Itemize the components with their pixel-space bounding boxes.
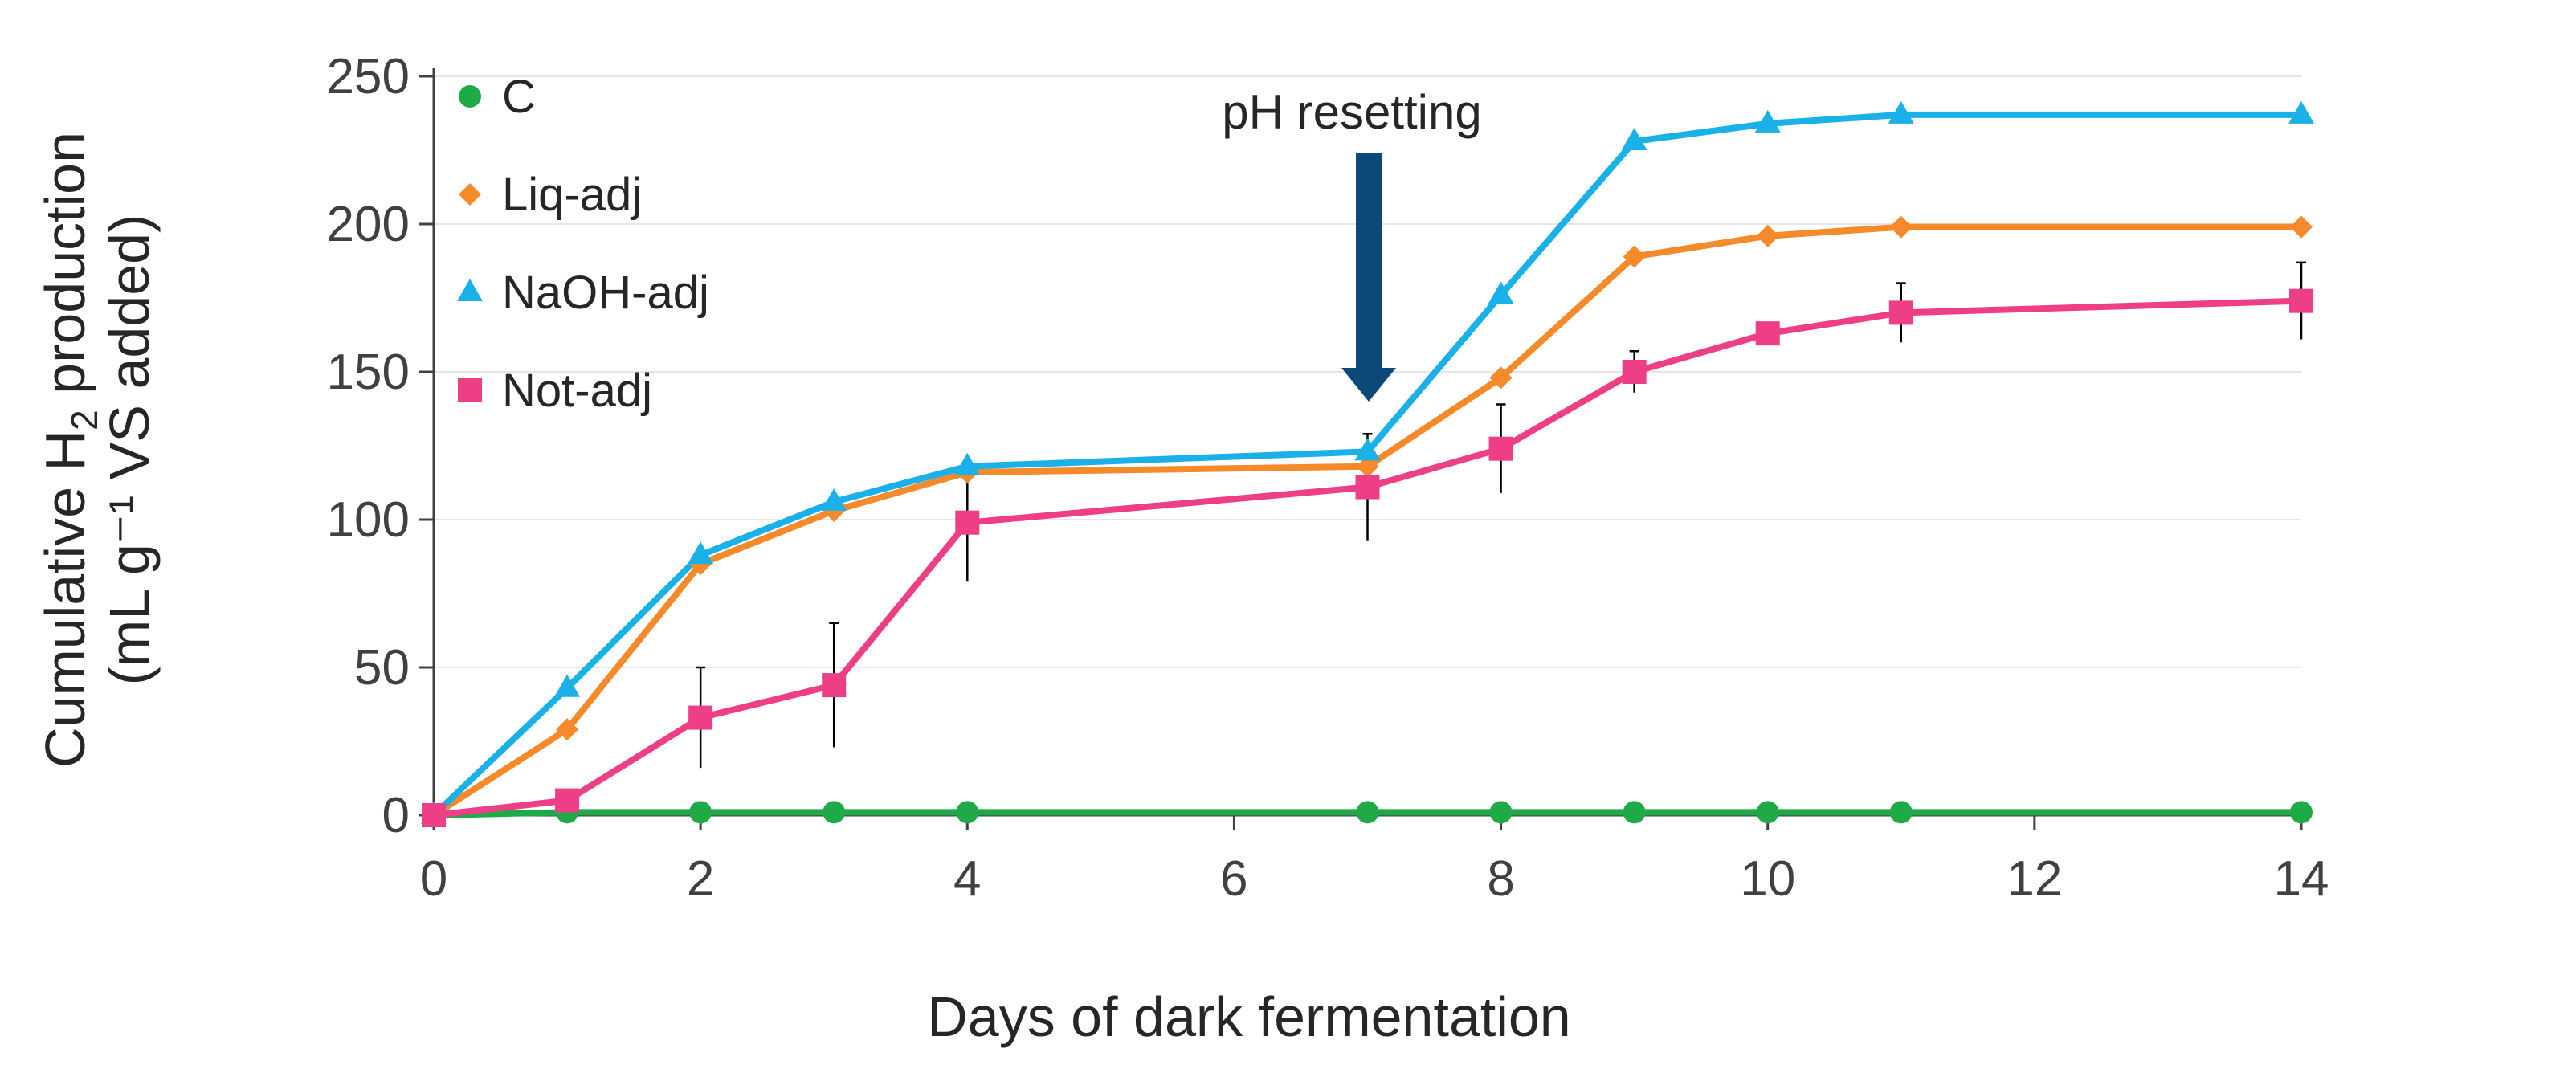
y-axis-title-line1-group: Cumulative H2 production [34,132,105,768]
y-tick-label: 50 [354,640,410,696]
data-point-c [956,801,979,824]
data-point-naoh-adj [1754,109,1781,133]
x-tick-label: 6 [1220,851,1247,907]
data-point-not-adj [688,705,713,730]
x-tick-label: 12 [2007,851,2062,907]
data-point-liq-adj [1489,366,1513,390]
data-point-not-adj [1888,300,1913,325]
data-point-naoh-adj [954,452,981,475]
data-point-c [1489,801,1513,824]
legend-marker-not-adj [458,378,482,402]
data-point-c [823,801,846,824]
y-tick-label: 0 [382,788,410,843]
x-axis-title: Days of dark fermentation [927,985,1570,1048]
x-tick-label: 8 [1487,851,1514,907]
legend-marker-liq-adj [459,183,481,206]
data-point-c [689,801,712,824]
data-point-c [1889,801,1913,824]
y-axis-title-line2-group: (mL g⁻¹ VS added) [98,214,161,686]
legend-marker-c [459,85,481,108]
legend-label-naoh-adj: NaOH-adj [502,267,709,319]
y-axis-title-line1: Cumulative H2 production [34,132,105,768]
x-tick-label: 2 [687,851,714,907]
data-point-not-adj [1488,436,1513,461]
data-point-liq-adj [1623,245,1646,268]
data-point-not-adj [955,510,980,535]
data-point-liq-adj [1889,215,1913,239]
data-point-liq-adj [1756,224,1779,247]
data-point-not-adj [822,673,847,698]
data-point-naoh-adj [1888,100,1914,124]
data-point-liq-adj [2290,215,2313,239]
series-markers [421,100,2314,827]
data-point-liq-adj [556,718,579,741]
data-point-c [1356,801,1379,824]
y-tick-label: 150 [327,345,410,400]
y-tick-label: 250 [327,49,410,104]
data-point-naoh-adj [1488,281,1514,304]
legend-marker-naoh-adj [457,279,483,301]
data-point-not-adj [1622,360,1647,384]
legend: C Liq-adj NaOH-adj Not-adj [457,71,709,417]
data-point-not-adj [1755,321,1780,346]
data-point-c [1756,801,1779,824]
annotation-ph-resetting-arrow [1341,153,1396,402]
data-point-not-adj [422,803,446,827]
legend-label-not-adj: Not-adj [502,365,652,417]
data-point-not-adj [555,788,580,813]
y-axis-title-line2: (mL g⁻¹ VS added) [98,214,161,686]
y-tick-label: 100 [327,492,410,548]
y-tick-label: 200 [327,197,410,252]
data-point-naoh-adj [1354,438,1381,461]
data-point-liq-adj [1356,455,1379,478]
data-point-naoh-adj [1621,127,1647,150]
data-point-c [2290,801,2313,824]
x-tick-label: 10 [1740,851,1795,907]
annotation-ph-resetting-label: pH resetting [1222,85,1482,139]
data-point-naoh-adj [688,541,714,565]
data-point-naoh-adj [2288,100,2314,124]
x-tick-label: 14 [2274,851,2329,907]
legend-label-liq-adj: Liq-adj [502,169,642,221]
data-point-not-adj [1355,475,1380,500]
data-point-c [1623,801,1646,824]
data-point-naoh-adj [554,674,581,697]
data-point-naoh-adj [821,488,847,511]
x-tick-label: 0 [420,851,447,907]
data-point-not-adj [2289,288,2313,313]
legend-label-c: C [502,71,536,123]
x-tick-label: 4 [953,851,981,907]
